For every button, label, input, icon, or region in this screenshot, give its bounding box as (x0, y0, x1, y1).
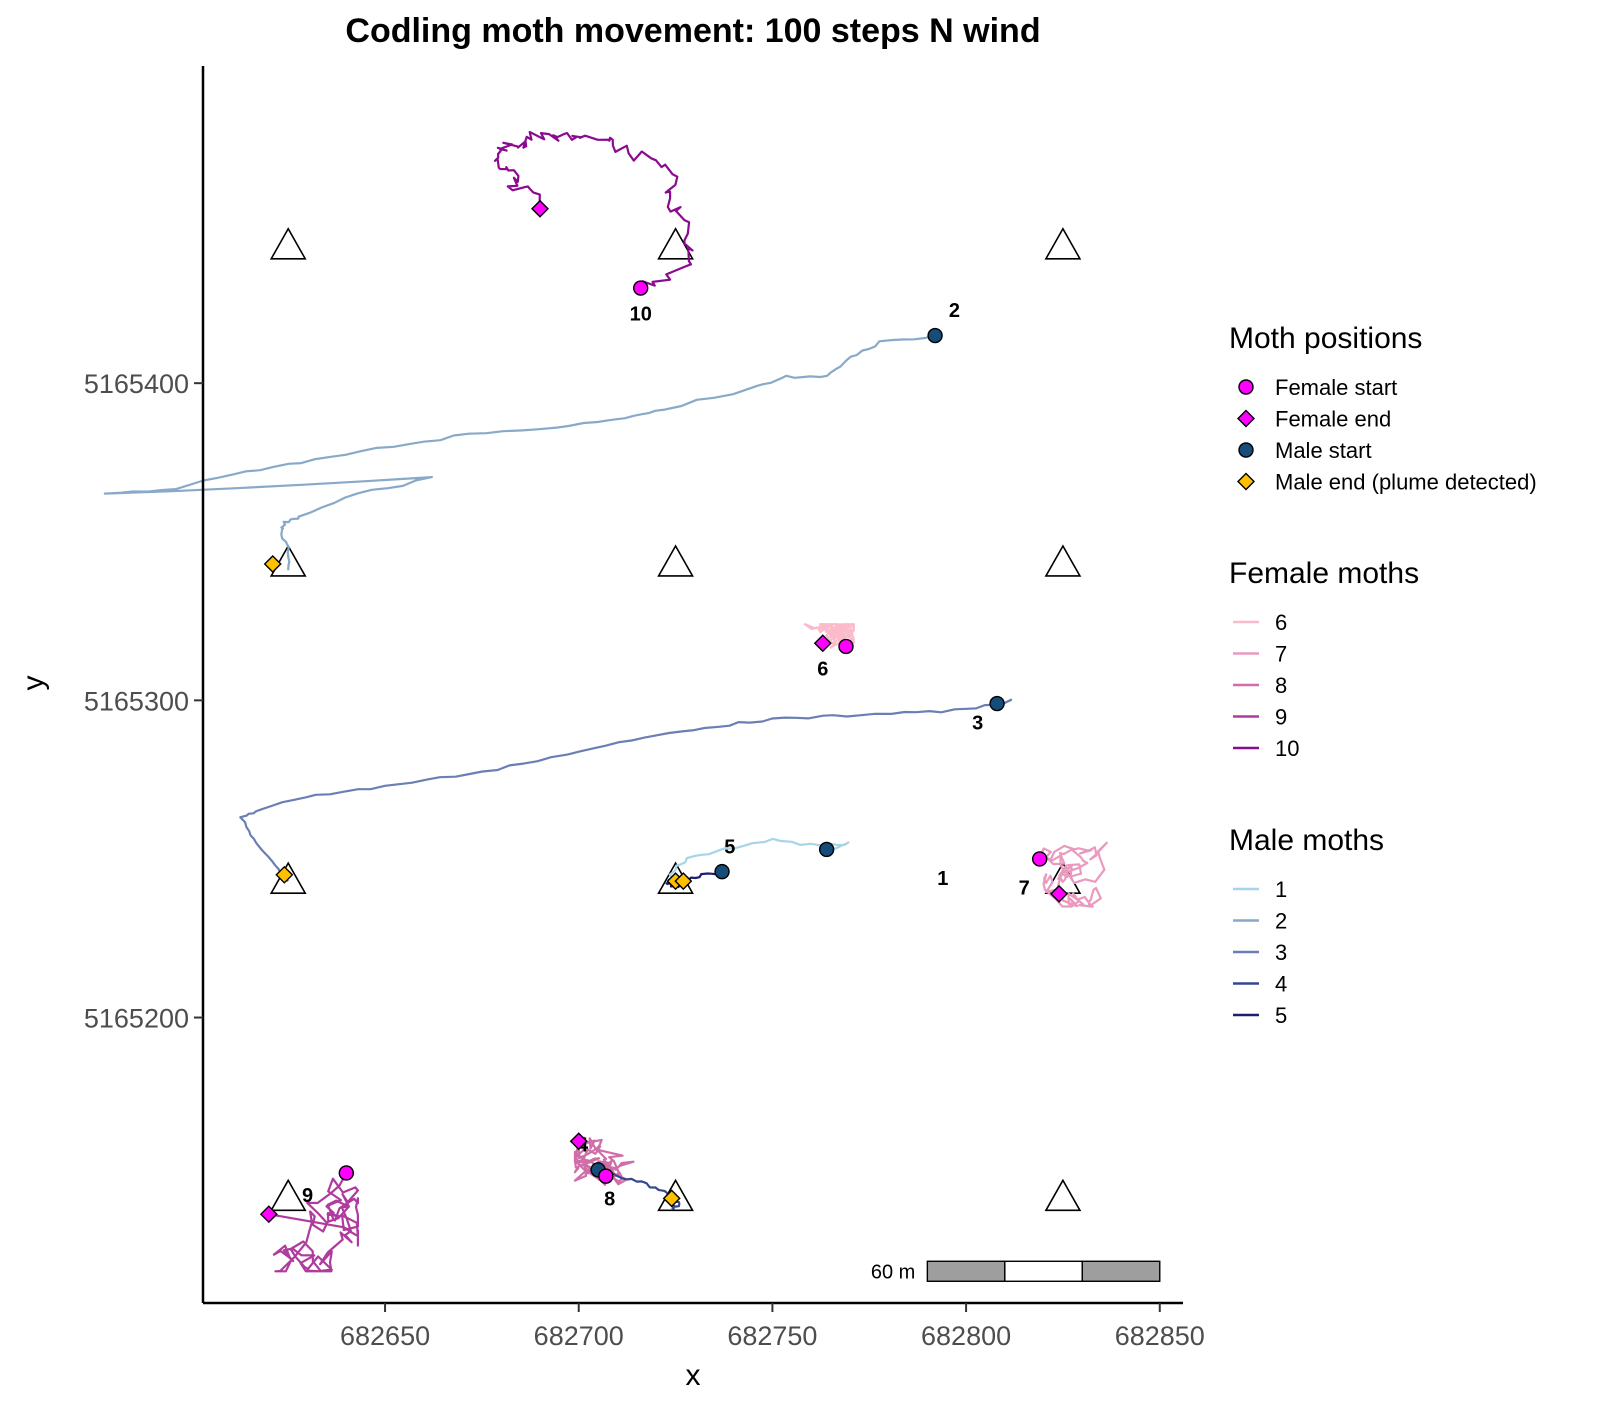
y-axis-ticks: 5165200 5165300 5165400 (84, 369, 203, 1034)
female-start-marker-10 (633, 280, 649, 296)
male-start-marker-5 (714, 863, 730, 880)
trap-marker (269, 544, 307, 577)
female-start-marker-6 (838, 638, 854, 655)
y-axis-title: y (17, 676, 50, 691)
moth-id-label-10: 10 (630, 303, 652, 325)
y-tick-label: 5165400 (84, 369, 189, 399)
legend-key-marker (1237, 472, 1255, 491)
moth-track-3 (239, 698, 1013, 882)
trap-marker (1044, 227, 1082, 260)
trap-marker (1044, 1178, 1082, 1212)
moth-track-9 (268, 1172, 359, 1273)
legend-positions-label: Male start (1275, 438, 1372, 463)
moth-id-label-7: 7 (1019, 877, 1030, 899)
moth-track-2 (103, 333, 935, 571)
x-tick-label: 682850 (1115, 1321, 1205, 1351)
trap-marker (1044, 544, 1082, 577)
female-start-marker-8 (598, 1168, 614, 1184)
moth-id-label-1: 1 (937, 868, 948, 890)
legend-positions-title: Moth positions (1229, 322, 1422, 355)
female-end-marker-9 (259, 1205, 278, 1224)
chart-title: Codling moth movement: 100 steps N wind (345, 12, 1040, 50)
legend-male-label: 2 (1275, 909, 1287, 934)
moth-id-label-3: 3 (972, 713, 983, 735)
legend-positions-label: Female end (1275, 407, 1391, 432)
female-end-marker-6 (813, 634, 832, 653)
male-end-marker-5 (674, 872, 693, 891)
legend-female-label: 6 (1275, 610, 1287, 635)
scale-bar-segment (1004, 1260, 1083, 1282)
legend: Moth positions Female start Female end Male… (1229, 322, 1537, 1028)
legend-male-label: 3 (1275, 940, 1287, 965)
male-start-marker-1 (818, 841, 835, 858)
legend-key-marker (1238, 442, 1254, 458)
female-end-marker-8 (569, 1132, 588, 1151)
moth-track-10 (493, 130, 694, 289)
moth-track-7 (1038, 841, 1108, 908)
legend-female-label: 7 (1275, 642, 1287, 667)
trap-marker (269, 1178, 307, 1212)
x-tick-label: 682800 (921, 1321, 1011, 1351)
trap-marker (269, 227, 307, 260)
legend-female-label: 8 (1275, 673, 1287, 698)
male-end-marker-4 (662, 1189, 681, 1208)
male-end-marker-3 (275, 865, 294, 884)
male-start-marker-3 (989, 695, 1005, 712)
male-start-marker-2 (927, 327, 943, 344)
moth-id-label-5: 5 (724, 836, 735, 858)
y-tick-label: 5165300 (84, 686, 189, 716)
x-tick-label: 682700 (534, 1321, 624, 1351)
y-tick-label: 5165200 (84, 1004, 189, 1034)
moth-track-1 (666, 837, 850, 885)
x-tick-label: 682750 (727, 1321, 817, 1351)
legend-male-title: Male moths (1229, 824, 1384, 857)
scale-bar-label: 60 m (871, 1261, 915, 1283)
female-end-marker-7 (1050, 884, 1069, 903)
trap-marker (657, 544, 694, 577)
moth-id-label-2: 2 (949, 300, 960, 322)
female-end-marker-10 (531, 199, 549, 218)
moth-id-label-6: 6 (817, 659, 828, 681)
legend-male-label: 1 (1275, 877, 1287, 902)
plot-area: 1234567891060 m (103, 130, 1161, 1283)
scale-bar-segment (926, 1260, 1006, 1282)
legend-female-label: 10 (1275, 736, 1299, 761)
female-start-marker-9 (338, 1165, 355, 1181)
legend-key-marker (1238, 379, 1254, 395)
legend-female-label: 9 (1275, 705, 1287, 730)
scale-bar-segment (1081, 1260, 1161, 1282)
legend-female-title: Female moths (1229, 557, 1419, 590)
x-axis-title: x (686, 1359, 701, 1392)
legend-male-label: 4 (1275, 972, 1287, 997)
x-axis-ticks: 682650 682700 682750 682800 682850 (340, 1303, 1205, 1351)
moth-id-label-8: 8 (604, 1188, 615, 1210)
legend-key-marker (1237, 409, 1255, 428)
x-tick-label: 682650 (340, 1321, 430, 1351)
female-start-marker-7 (1031, 851, 1048, 867)
moth-id-label-9: 9 (302, 1185, 313, 1207)
moth-track-6 (803, 623, 855, 649)
legend-male-label: 5 (1275, 1003, 1287, 1028)
legend-positions-label: Male end (plume detected) (1275, 470, 1537, 495)
legend-positions-label: Female start (1275, 375, 1397, 400)
male-end-marker-2 (263, 554, 282, 573)
moth-track-4 (596, 1168, 681, 1210)
